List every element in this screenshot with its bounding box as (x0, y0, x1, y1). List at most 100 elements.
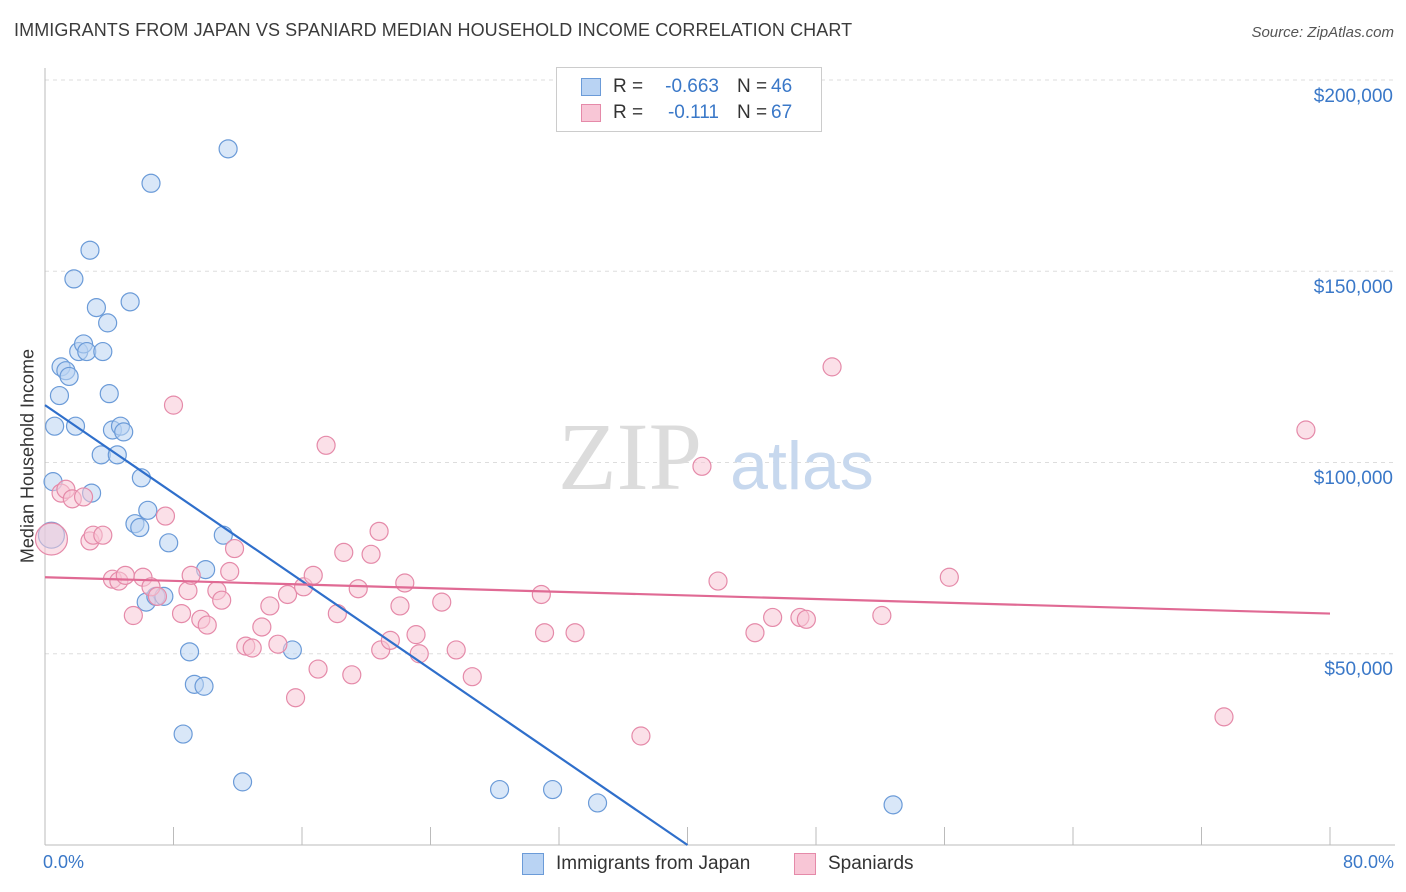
bottom-legend-swatch-japan (522, 853, 544, 875)
point-spaniards-42 (369, 521, 389, 541)
point-spaniards-51 (462, 667, 482, 687)
legend-row-spaniards: R = -0.111 N = 67 (581, 101, 792, 125)
trend-lines (44, 404, 1331, 846)
point-spaniards-19 (181, 565, 201, 585)
legend-row-japan: R = -0.663 N = 46 (581, 75, 792, 99)
point-japan-17 (98, 313, 118, 333)
watermark-zip: ZIP (558, 403, 702, 510)
point-japan-6 (59, 366, 79, 387)
point-spaniards-15 (155, 506, 176, 526)
point-spaniards-31 (277, 584, 298, 605)
point-japan-18 (99, 384, 119, 404)
point-japan-2 (45, 416, 65, 436)
point-spaniards-28 (252, 617, 272, 637)
point-spaniards-63 (872, 605, 892, 626)
legend-swatch-spaniards (581, 104, 601, 122)
point-japan-22 (114, 422, 134, 442)
point-japan-3 (49, 385, 70, 406)
point-spaniards-14 (147, 586, 168, 606)
point-spaniards-32 (285, 688, 306, 708)
point-spaniards-24 (220, 561, 240, 582)
point-japan-16 (93, 341, 113, 362)
legend-n-value-spaniards: 67 (771, 102, 793, 123)
legend-r-label: R = (613, 102, 644, 123)
point-spaniards-56 (692, 456, 712, 476)
legend-r-label: R = (613, 76, 644, 97)
point-japan-29 (141, 173, 161, 193)
point-japan-14 (86, 297, 107, 318)
point-spaniards-38 (334, 542, 354, 562)
bottom-legend-label-spaniards: Spaniards (828, 853, 914, 874)
point-japan-12 (80, 240, 100, 260)
point-spaniards-25 (224, 538, 245, 559)
y-axis-label: Median Household Income (17, 348, 38, 564)
trend-line-japan (44, 404, 689, 846)
point-spaniards-52 (531, 584, 551, 605)
point-japan-36 (194, 676, 214, 696)
point-japan-33 (173, 724, 193, 744)
point-spaniards-29 (260, 596, 280, 616)
point-japan-25 (130, 517, 150, 538)
point-spaniards-55 (631, 726, 651, 746)
bottom-legend-swatch-spaniards (794, 853, 816, 875)
point-spaniards-57 (708, 571, 728, 591)
chart-title: IMMIGRANTS FROM JAPAN VS SPANIARD MEDIAN… (14, 20, 853, 40)
y-tick-label-200000: $200,000 (1313, 86, 1393, 107)
point-spaniards-47 (406, 625, 426, 645)
point-spaniards-4 (73, 487, 94, 507)
point-spaniards-11 (123, 605, 143, 626)
point-spaniards-66 (1296, 420, 1316, 440)
point-spaniards-46 (395, 573, 415, 593)
point-spaniards-61 (796, 609, 816, 629)
point-spaniards-0 (34, 522, 69, 556)
legend-r-value-japan: -0.663 (665, 76, 719, 97)
point-japan-42 (489, 779, 510, 800)
point-spaniards-40 (348, 579, 368, 599)
x-axis-min-label: 0.0% (43, 852, 85, 872)
point-japan-7 (64, 269, 84, 289)
point-spaniards-50 (446, 640, 466, 660)
legend-n-label: N = (737, 102, 768, 123)
point-spaniards-27 (242, 638, 262, 658)
point-japan-39 (218, 139, 238, 159)
point-spaniards-30 (268, 634, 288, 654)
bottom-legend-japan: Immigrants from Japan (522, 851, 750, 877)
point-spaniards-37 (327, 603, 347, 624)
point-japan-40 (232, 772, 253, 792)
point-spaniards-36 (316, 435, 336, 455)
legend-n-label: N = (737, 76, 768, 97)
point-spaniards-54 (565, 623, 585, 643)
point-spaniards-34 (303, 565, 323, 585)
point-spaniards-23 (212, 590, 232, 610)
point-japan-28 (138, 500, 158, 520)
watermark-atlas: atlas (730, 428, 874, 504)
point-japan-32 (159, 533, 179, 553)
point-spaniards-62 (822, 357, 842, 377)
point-spaniards-58 (745, 623, 765, 643)
point-spaniards-10 (115, 565, 135, 585)
trend-line-spaniards (44, 576, 1331, 615)
point-spaniards-21 (197, 615, 217, 635)
point-spaniards-39 (342, 665, 362, 685)
point-spaniards-45 (390, 596, 410, 616)
point-spaniards-7 (93, 525, 113, 545)
point-japan-45 (883, 795, 903, 815)
point-spaniards-64 (939, 567, 959, 587)
y-tick-label-50000: $50,000 (1324, 659, 1393, 680)
chart-source: Source: ZipAtlas.com (1251, 24, 1394, 41)
point-japan-11 (77, 341, 97, 362)
legend-swatch-japan (581, 78, 601, 96)
y-tick-label-150000: $150,000 (1313, 277, 1393, 298)
watermark: ZIP atlas (558, 403, 874, 510)
point-spaniards-35 (308, 659, 328, 679)
point-spaniards-41 (361, 544, 381, 564)
correlation-legend: R = -0.663 N = 46 R = -0.111 N = 67 (556, 67, 822, 132)
point-japan-43 (542, 779, 563, 800)
point-japan-44 (587, 793, 608, 813)
grid-lines (45, 79, 1395, 655)
point-spaniards-65 (1214, 707, 1234, 727)
legend-r-value-spaniards: -0.111 (667, 102, 719, 123)
y-tick-label-100000: $100,000 (1313, 468, 1393, 489)
point-japan-23 (120, 292, 140, 312)
